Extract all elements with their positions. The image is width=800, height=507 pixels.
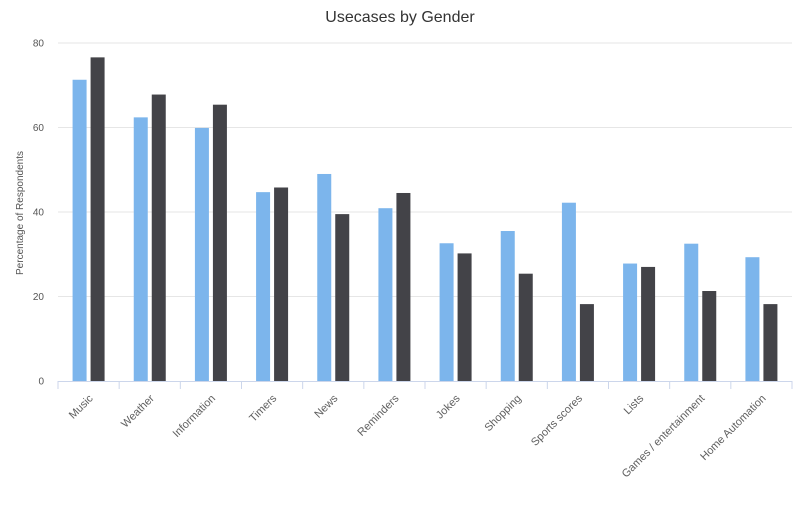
bar-news-s2 <box>335 214 350 381</box>
bar-music-s1 <box>72 79 87 381</box>
x-tick-label: Shopping <box>483 393 524 434</box>
gridlines <box>58 42 792 297</box>
y-tick-label: 20 <box>33 292 45 303</box>
y-axis-ticks: 0 20 40 60 80 <box>33 39 45 388</box>
bar-jokes-s1 <box>439 243 454 381</box>
bar-shopping-s2 <box>518 273 533 381</box>
bar-home-automation-s1 <box>745 257 760 381</box>
x-tick-label: Weather <box>119 392 157 430</box>
x-tick-label: Timers <box>247 392 279 424</box>
bar-information-s1 <box>194 127 209 381</box>
x-tick-label: News <box>312 392 340 420</box>
y-tick-label: 40 <box>33 208 45 219</box>
x-axis-ticks: Music Weather Information Timers News Reminde… <box>57 381 793 480</box>
bar-jokes-s2 <box>457 253 472 381</box>
bar-timers-s1 <box>256 192 271 381</box>
y-tick-label: 0 <box>38 377 44 388</box>
bar-games-entertainment-s1 <box>684 243 699 381</box>
x-tick-label: Jokes <box>434 392 463 421</box>
bar-weather-s1 <box>133 117 148 382</box>
bar-music-s2 <box>90 57 105 382</box>
bar-shopping-s1 <box>500 231 515 381</box>
x-tick-label: Home Automation <box>698 393 768 463</box>
x-tick-label: Information <box>171 393 218 440</box>
bar-information-s2 <box>212 104 227 381</box>
x-tick-label: Sports scores <box>529 392 585 448</box>
y-axis-label: Percentage of Respondents <box>15 151 26 275</box>
bar-home-automation-s2 <box>763 304 778 381</box>
bar-news-s1 <box>317 173 332 381</box>
bar-lists-s1 <box>623 263 638 381</box>
bar-reminders-s2 <box>396 192 411 381</box>
bar-sports-scores-s2 <box>579 304 594 381</box>
x-tick-label: Music <box>67 392 96 421</box>
bar-reminders-s1 <box>378 208 393 381</box>
bar-lists-s2 <box>641 266 656 381</box>
bar-sports-scores-s1 <box>561 202 576 381</box>
y-tick-label: 60 <box>33 123 45 134</box>
chart-title: Usecases by Gender <box>325 9 475 26</box>
y-tick-label: 80 <box>33 39 45 50</box>
x-tick-label: Lists <box>622 392 647 417</box>
bar-games-entertainment-s2 <box>702 291 717 381</box>
bar-weather-s2 <box>151 94 166 382</box>
bar-timers-s2 <box>274 187 289 381</box>
x-tick-label: Reminders <box>355 392 401 438</box>
bars <box>72 57 778 382</box>
